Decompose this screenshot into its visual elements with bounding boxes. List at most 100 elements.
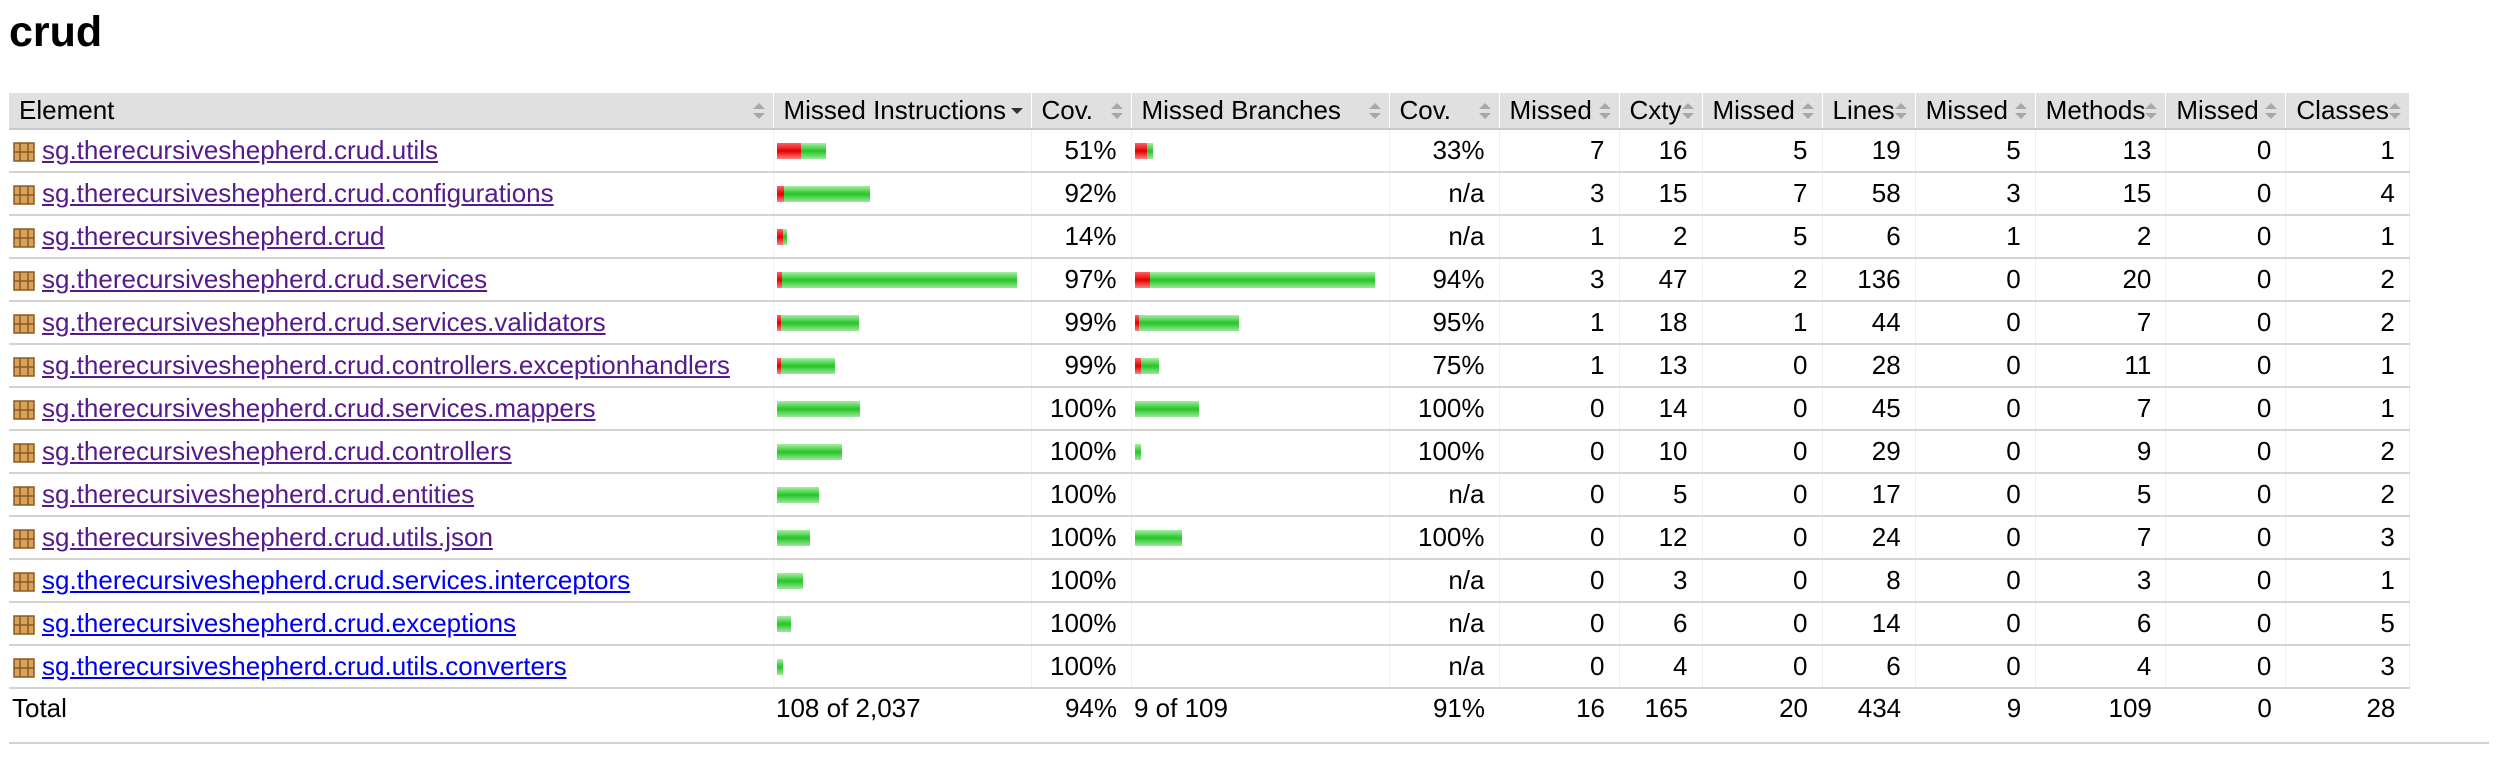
instructions-bar xyxy=(776,142,1017,159)
classes: 1 xyxy=(2285,129,2410,173)
methods: 20 xyxy=(2035,258,2167,302)
package-link[interactable]: sg.therecursiveshepherd.crud.utils.json xyxy=(42,522,493,552)
instructions-bar-cell xyxy=(773,602,1032,646)
missed-lines: 5 xyxy=(1702,215,1823,259)
package-link[interactable]: sg.therecursiveshepherd.crud.utils.conve… xyxy=(42,651,567,681)
header-branches-coverage[interactable]: Cov. xyxy=(1389,93,1500,130)
classes: 2 xyxy=(2285,473,2410,517)
header-lines[interactable]: Lines xyxy=(1822,93,1916,130)
instructions-bar-cell xyxy=(773,258,1032,302)
lines: 136 xyxy=(1822,258,1916,302)
methods: 7 xyxy=(2035,516,2167,560)
total-complexity: 165 xyxy=(1619,687,1702,727)
missed-classes: 0 xyxy=(2165,215,2287,259)
branches-bar xyxy=(1134,443,1375,460)
element-cell: sg.therecursiveshepherd.crud.utils.json xyxy=(9,516,774,560)
missed-classes: 0 xyxy=(2165,559,2287,603)
header-missed-classes[interactable]: Missed xyxy=(2165,93,2287,130)
package-link[interactable]: sg.therecursiveshepherd.crud.entities xyxy=(42,479,475,509)
branches-bar xyxy=(1135,616,1375,632)
instructions-coverage: 100% xyxy=(1031,473,1132,517)
element-cell: sg.therecursiveshepherd.crud.configurati… xyxy=(9,172,774,216)
instructions-bar-cell xyxy=(773,516,1032,560)
lines: 19 xyxy=(1822,129,1916,173)
missed-methods: 0 xyxy=(1915,430,2036,474)
missed-lines: 0 xyxy=(1702,645,1823,689)
table-row: sg.therecursiveshepherd.crud.entities 100… xyxy=(9,473,2410,517)
instructions-coverage: 92% xyxy=(1031,172,1132,216)
complexity: 12 xyxy=(1619,516,1703,560)
branches-coverage: 100% xyxy=(1389,387,1500,431)
package-link[interactable]: sg.therecursiveshepherd.crud.controllers xyxy=(42,436,512,466)
missed-complexity: 0 xyxy=(1499,516,1620,560)
header-missed-complexity[interactable]: Missed xyxy=(1499,93,1620,130)
branches-coverage: 75% xyxy=(1389,344,1500,388)
element-cell: sg.therecursiveshepherd.crud.entities xyxy=(9,473,774,517)
package-link[interactable]: sg.therecursiveshepherd.crud.services.ma… xyxy=(42,393,596,423)
package-link[interactable]: sg.therecursiveshepherd.crud.utils xyxy=(42,135,438,165)
missed-complexity: 3 xyxy=(1499,258,1620,302)
missed-methods: 0 xyxy=(1915,559,2036,603)
branches-coverage: 100% xyxy=(1389,430,1500,474)
instructions-bar xyxy=(776,400,1017,417)
element-cell: sg.therecursiveshepherd.crud.controllers… xyxy=(9,344,774,388)
element-cell: sg.therecursiveshepherd.crud.services xyxy=(9,258,774,302)
methods: 15 xyxy=(2035,172,2167,216)
covered-bar-segment xyxy=(1146,142,1153,159)
package-link[interactable]: sg.therecursiveshepherd.crud xyxy=(42,221,385,251)
missed-methods: 0 xyxy=(1915,344,2036,388)
instructions-coverage: 14% xyxy=(1031,215,1132,259)
instructions-bar xyxy=(776,357,1017,374)
total-missed-complexity: 16 xyxy=(1499,687,1619,727)
table-row: sg.therecursiveshepherd.crud.services.va… xyxy=(9,301,2410,345)
package-link[interactable]: sg.therecursiveshepherd.crud.services xyxy=(42,264,488,294)
missed-classes: 0 xyxy=(2165,645,2287,689)
instructions-bar xyxy=(776,271,1017,288)
lines: 58 xyxy=(1822,172,1916,216)
lines: 28 xyxy=(1822,344,1916,388)
branches-bar xyxy=(1134,142,1375,159)
missed-classes: 0 xyxy=(2165,430,2287,474)
classes: 1 xyxy=(2285,387,2410,431)
package-icon xyxy=(12,269,36,293)
covered-bar-segment xyxy=(776,486,819,503)
package-link[interactable]: sg.therecursiveshepherd.crud.configurati… xyxy=(42,178,554,208)
covered-bar-segment xyxy=(776,615,791,632)
footer-separator xyxy=(9,742,2489,744)
lines: 24 xyxy=(1822,516,1916,560)
element-cell: sg.therecursiveshepherd.crud.exceptions xyxy=(9,602,774,646)
package-link[interactable]: sg.therecursiveshepherd.crud.controllers… xyxy=(42,350,730,380)
lines: 8 xyxy=(1822,559,1916,603)
complexity: 4 xyxy=(1619,645,1703,689)
branches-bar xyxy=(1135,229,1375,245)
missed-bar-segment xyxy=(1134,314,1139,331)
package-link[interactable]: sg.therecursiveshepherd.crud.exceptions xyxy=(42,608,517,638)
branches-coverage: 95% xyxy=(1389,301,1500,345)
package-link[interactable]: sg.therecursiveshepherd.crud.services.va… xyxy=(42,307,606,337)
instructions-bar-cell xyxy=(773,344,1032,388)
covered-bar-segment xyxy=(780,357,835,374)
header-methods[interactable]: Methods xyxy=(2035,93,2167,130)
header-missed-instructions[interactable]: Missed Instructions xyxy=(773,93,1032,130)
missed-lines: 0 xyxy=(1702,559,1823,603)
header-element[interactable]: Element xyxy=(9,93,774,130)
element-cell: sg.therecursiveshepherd.crud.utils.conve… xyxy=(9,645,774,689)
complexity: 15 xyxy=(1619,172,1703,216)
header-classes[interactable]: Classes xyxy=(2285,93,2410,130)
missed-lines: 7 xyxy=(1702,172,1823,216)
complexity: 18 xyxy=(1619,301,1703,345)
table-row: sg.therecursiveshepherd.crud.exceptions 1… xyxy=(9,602,2410,646)
total-instructions-coverage: 94% xyxy=(1031,687,1131,727)
table-footer: Total 108 of 2,037 94% 9 of 109 91% 16 1… xyxy=(9,687,2410,727)
header-complexity[interactable]: Cxty xyxy=(1619,93,1703,130)
header-instructions-coverage[interactable]: Cov. xyxy=(1031,93,1132,130)
missed-bar-segment xyxy=(776,142,801,159)
header-missed-lines[interactable]: Missed xyxy=(1702,93,1823,130)
instructions-bar-cell xyxy=(773,645,1032,689)
header-missed-methods[interactable]: Missed xyxy=(1915,93,2036,130)
instructions-bar xyxy=(776,572,1017,589)
page-title: crud xyxy=(9,8,103,56)
branches-coverage: n/a xyxy=(1389,215,1500,259)
header-missed-branches[interactable]: Missed Branches xyxy=(1131,93,1390,130)
package-link[interactable]: sg.therecursiveshepherd.crud.services.in… xyxy=(42,565,631,595)
